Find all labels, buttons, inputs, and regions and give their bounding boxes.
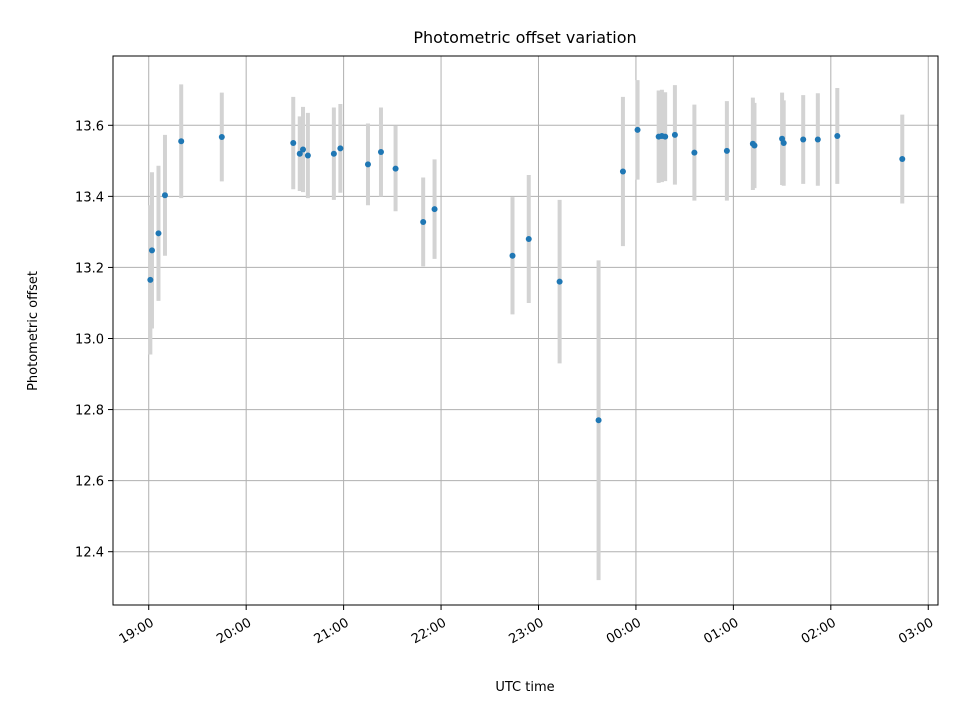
- data-point: [178, 138, 185, 145]
- data-point: [147, 276, 154, 283]
- y-axis-ticks: 12.4 12.6 12.8 13.0 13.2 13.4 13.6: [75, 119, 113, 561]
- data-point: [691, 149, 698, 156]
- data-point: [296, 150, 303, 157]
- data-point: [751, 142, 758, 149]
- data-point: [304, 152, 311, 159]
- data-point: [392, 165, 399, 172]
- data-point: [337, 145, 344, 152]
- data-point: [300, 146, 307, 153]
- data-point: [377, 148, 384, 155]
- x-axis-label: UTC time: [495, 680, 554, 695]
- data-point: [161, 192, 168, 199]
- data-point: [509, 252, 516, 259]
- data-point: [634, 126, 641, 133]
- y-tick-label: 12.6: [75, 475, 104, 490]
- y-axis-label: Photometric offset: [26, 271, 41, 391]
- data-point: [148, 247, 155, 254]
- grid: [113, 56, 938, 605]
- chart-title: Photometric offset variation: [413, 28, 636, 47]
- data-point: [330, 150, 337, 157]
- y-tick-label: 13.6: [75, 119, 104, 134]
- data-point: [899, 156, 906, 163]
- plot-frame: [112, 55, 939, 606]
- data-point: [814, 136, 821, 143]
- data-point: [155, 230, 162, 237]
- data-point: [525, 236, 532, 242]
- data-point: [420, 218, 427, 225]
- data-point: [595, 417, 602, 424]
- data-point: [662, 133, 669, 140]
- data-point: [556, 278, 563, 285]
- data-point: [671, 131, 678, 138]
- y-tick-label: 13.2: [75, 261, 104, 276]
- y-tick-label: 13.4: [75, 190, 104, 205]
- y-tick-label: 12.8: [75, 404, 104, 419]
- data-point: [619, 168, 626, 175]
- data-point: [431, 206, 438, 213]
- data-point: [218, 134, 225, 141]
- data-point: [290, 140, 297, 147]
- data-point: [364, 161, 371, 168]
- data-point: [800, 136, 807, 143]
- y-tick-label: 12.4: [75, 546, 104, 561]
- data-points: [147, 126, 906, 424]
- y-tick-label: 13.0: [75, 332, 104, 347]
- data-point: [723, 147, 730, 154]
- data-point: [834, 132, 841, 139]
- data-point: [780, 140, 787, 147]
